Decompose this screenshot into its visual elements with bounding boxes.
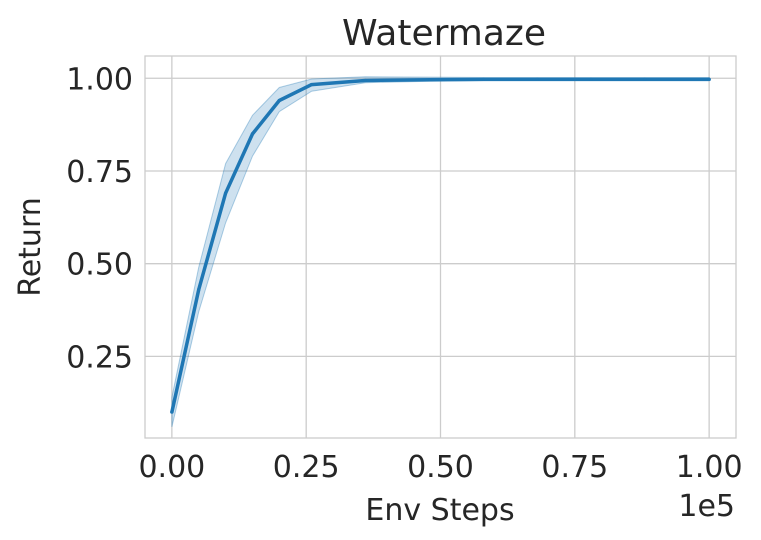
- data-point: [535, 77, 539, 81]
- x-tick-label: 0.00: [138, 450, 205, 485]
- y-axis-label: Return: [13, 197, 48, 297]
- x-tick-label: 1.00: [676, 450, 743, 485]
- x-axis-label: Env Steps: [365, 493, 514, 528]
- x-tick-label: 0.75: [541, 450, 608, 485]
- x-tick-labels: 0.00 0.25 0.50 0.75 1.00: [138, 450, 742, 485]
- data-point: [309, 82, 314, 87]
- x-offset-label: 1e5: [678, 489, 735, 524]
- data-point: [428, 78, 432, 82]
- data-point: [481, 77, 486, 81]
- y-tick-label: 0.50: [66, 248, 133, 283]
- data-point: [223, 191, 228, 195]
- data-point: [643, 77, 647, 81]
- x-tick-label: 0.25: [273, 450, 340, 485]
- x-tick-label: 0.50: [407, 450, 474, 485]
- data-point: [363, 78, 367, 83]
- x-grid: [171, 56, 710, 438]
- y-tick-labels: 0.25 0.50 0.75 1.00: [66, 62, 133, 375]
- y-tick-label: 1.00: [66, 62, 133, 97]
- y-tick-label: 0.25: [66, 340, 133, 375]
- y-tick-label: 0.75: [66, 155, 133, 190]
- data-point: [197, 288, 201, 292]
- data-point: [277, 98, 281, 103]
- data-point: [170, 410, 174, 414]
- series-lines: [170, 77, 711, 414]
- data-point: [589, 77, 593, 81]
- data-point: [250, 132, 255, 136]
- chart-title: Watermaze: [342, 13, 546, 54]
- plot-area: [144, 55, 737, 439]
- data-point: [707, 77, 711, 81]
